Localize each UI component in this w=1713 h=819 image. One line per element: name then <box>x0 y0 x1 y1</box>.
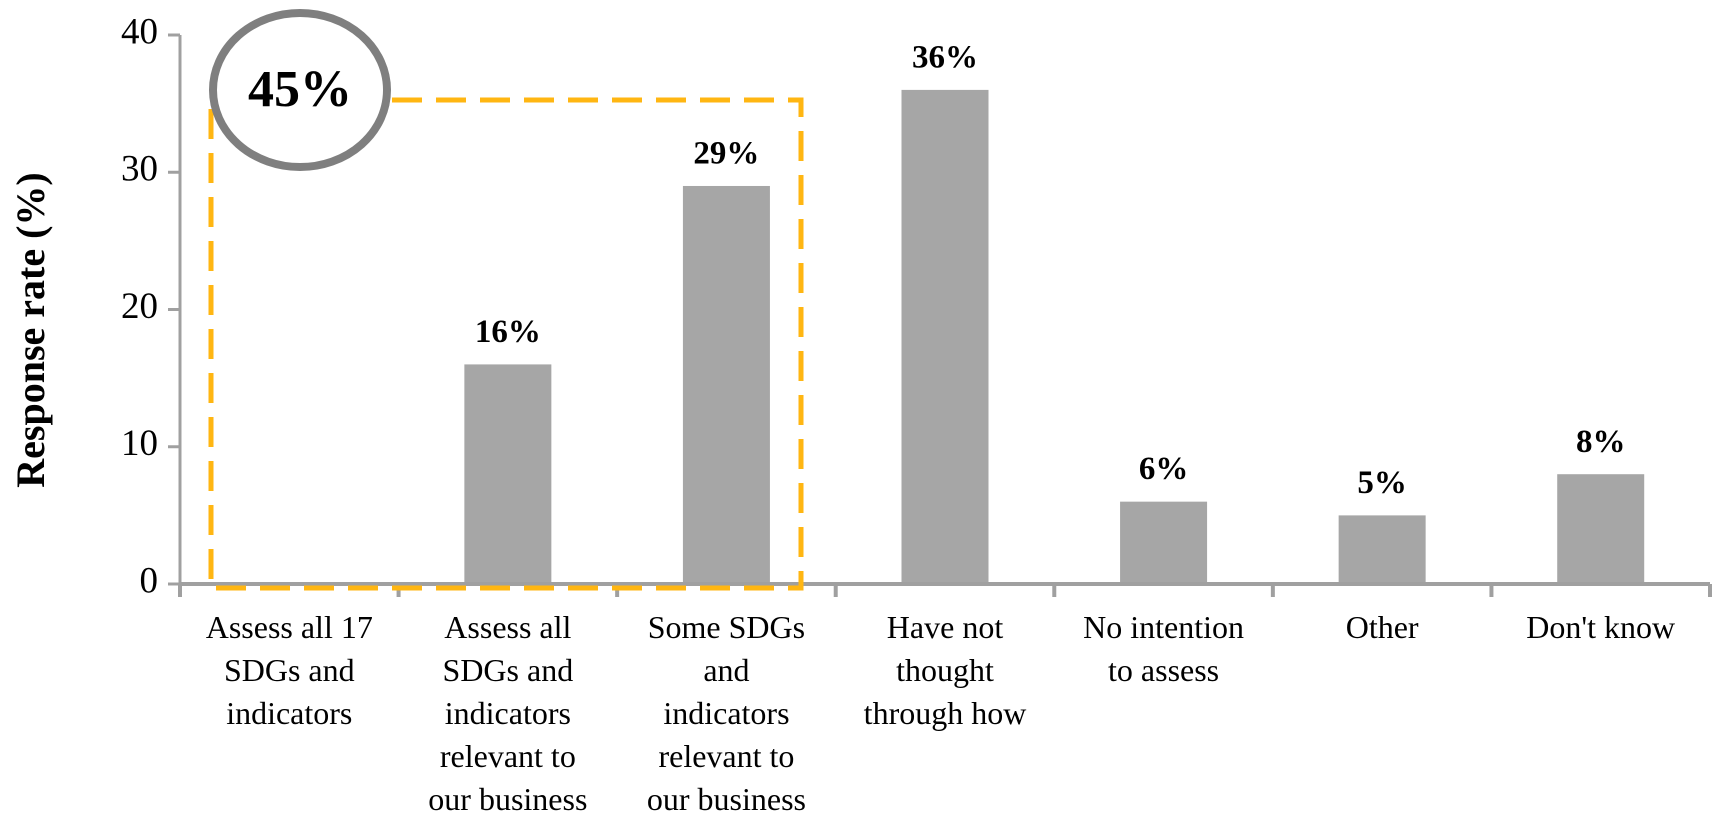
bar <box>901 89 989 585</box>
x-tick-label-line: indicators <box>226 695 352 731</box>
y-tick-label: 0 <box>140 560 159 601</box>
x-tick-label-line: our business <box>428 781 587 817</box>
x-tick-label-line: our business <box>647 781 806 817</box>
bar <box>464 364 552 584</box>
bar <box>1557 474 1645 584</box>
x-tick-label-line: Have not <box>887 609 1004 645</box>
x-tick-label: Some SDGs and indicators relevant to our bus… <box>647 609 806 817</box>
x-tick-label-line: Don't know <box>1526 609 1675 645</box>
x-tick-label-line: Assess all 17 <box>206 609 373 645</box>
x-tick-label: Assess all 17 SDGs and indicators <box>206 609 373 731</box>
x-tick-label-line: Some SDGs <box>648 609 805 645</box>
value-label: 16% <box>475 314 541 350</box>
value-label: 36% <box>912 39 978 75</box>
value-label: 8% <box>1576 424 1626 460</box>
x-tick-label-line: SDGs and <box>443 652 574 688</box>
bar <box>1120 501 1208 584</box>
x-tick-label-line: Other <box>1346 609 1419 645</box>
x-tick-label-line: and <box>703 652 749 688</box>
x-tick-label-line: Assess all <box>444 609 571 645</box>
bar <box>682 185 770 584</box>
y-tick-label: 40 <box>121 11 158 52</box>
y-axis-title: Response rate (%) <box>8 172 53 488</box>
value-label: 5% <box>1357 465 1407 501</box>
x-tick-label-line: to assess <box>1108 652 1219 688</box>
x-tick-label: No intention to assess <box>1083 609 1244 688</box>
value-label: 6% <box>1139 451 1189 487</box>
x-tick-label-line: SDGs and <box>224 652 355 688</box>
x-tick-label-line: relevant to <box>658 738 794 774</box>
x-tick-label-line: thought <box>896 652 994 688</box>
x-tick-label: Don't know <box>1526 609 1675 645</box>
x-tick-label-line: relevant to <box>440 738 576 774</box>
x-tick-label: Other <box>1346 609 1419 645</box>
x-tick-label-line: indicators <box>445 695 571 731</box>
y-tick-label: 10 <box>121 423 158 464</box>
y-tick-label: 20 <box>121 286 158 327</box>
x-tick-label-line: indicators <box>663 695 789 731</box>
y-tick-label: 30 <box>121 149 158 190</box>
x-tick-label-line: No intention <box>1083 609 1244 645</box>
bar <box>1338 515 1426 584</box>
x-tick-label: Have not thought through how <box>864 609 1027 731</box>
annotation: 45% <box>248 61 352 118</box>
x-tick-label: Assess all SDGs and indicators relevant to o… <box>428 609 587 817</box>
value-label: 29% <box>693 136 759 172</box>
annotation-circle <box>209 9 391 171</box>
annotation-box <box>208 97 804 591</box>
x-tick-label-line: through how <box>864 695 1027 731</box>
